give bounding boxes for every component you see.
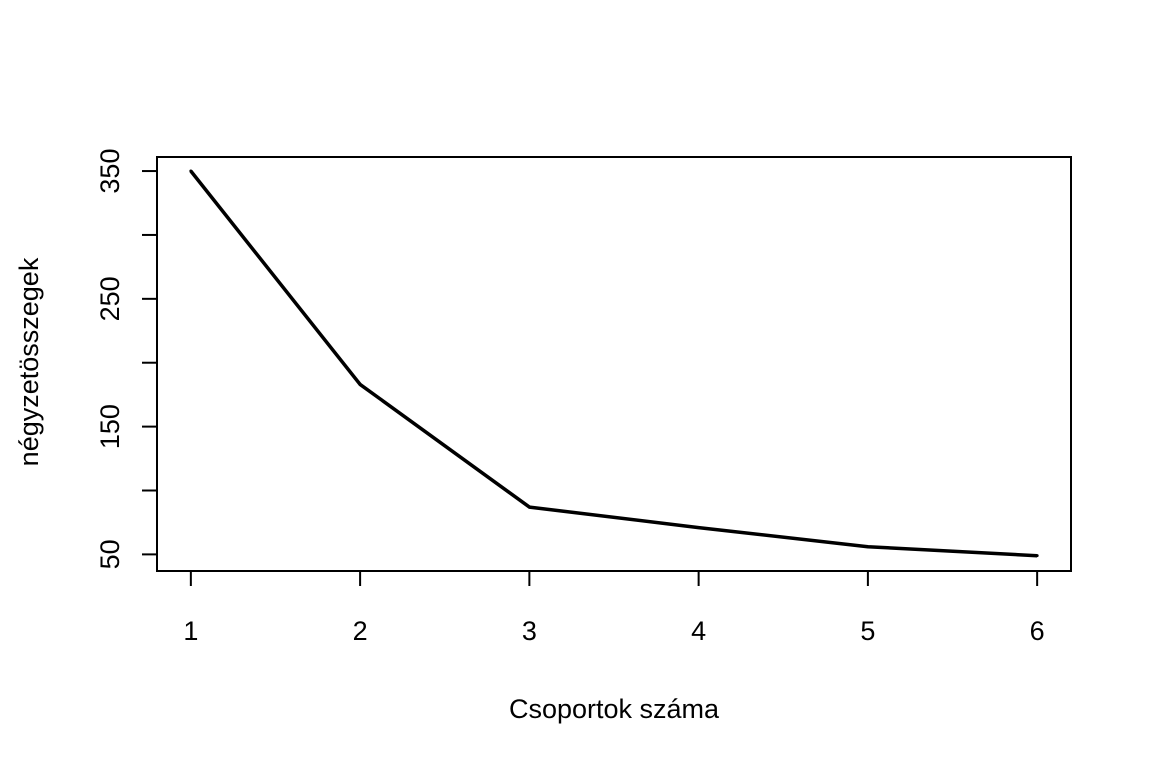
x-axis: 1 2 3 4 5 6: [183, 571, 1045, 646]
y-tick-label: 350: [95, 149, 125, 194]
data-point: [697, 526, 701, 530]
plot-frame: [156, 156, 1072, 572]
y-axis: 50 150 250 350: [95, 149, 157, 569]
data-point: [189, 169, 193, 173]
y-axis-title: négyzetösszegek: [14, 257, 44, 466]
y-tick-label: 250: [95, 276, 125, 321]
data-point: [866, 545, 870, 549]
x-tick-label: 1: [183, 616, 198, 646]
x-axis-title: Csoportok száma: [509, 694, 720, 724]
x-tick-label: 5: [860, 616, 875, 646]
x-tick-label: 3: [522, 616, 537, 646]
y-tick-label: 150: [95, 404, 125, 449]
y-tick-label: 50: [95, 539, 125, 569]
x-tick-label: 4: [691, 616, 706, 646]
series-line: [189, 170, 1038, 558]
x-tick-label: 6: [1030, 616, 1045, 646]
data-point: [358, 382, 362, 386]
data-point: [527, 505, 531, 509]
data-point: [1035, 554, 1039, 558]
x-tick-label: 2: [353, 616, 368, 646]
